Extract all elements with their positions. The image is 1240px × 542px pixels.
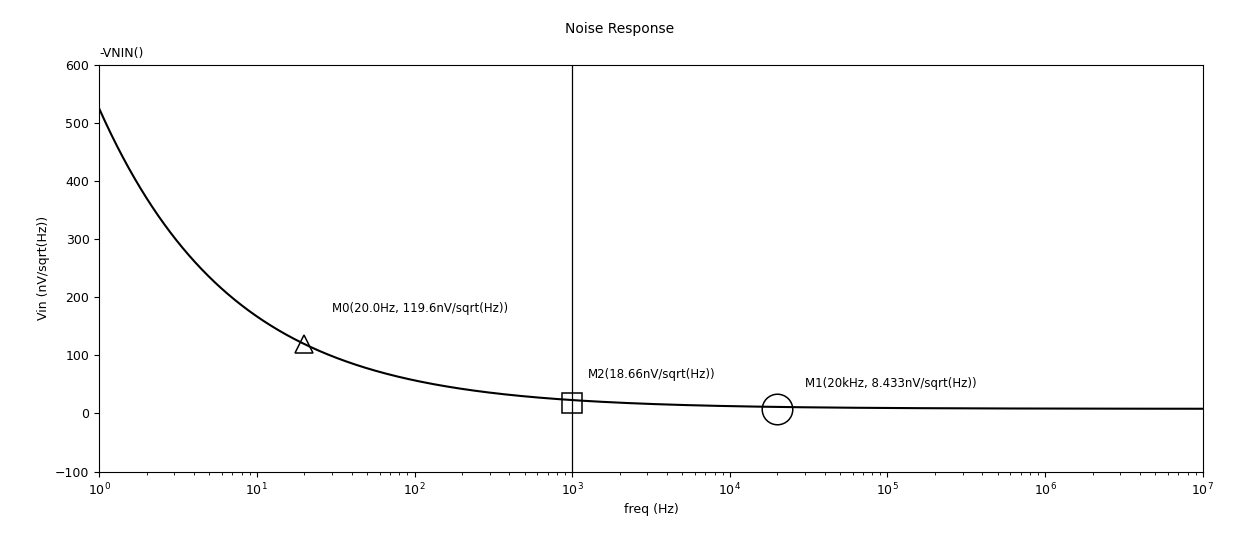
X-axis label: freq (Hz): freq (Hz) [624,504,678,517]
Text: M1(20kHz, 8.433nV/sqrt(Hz)): M1(20kHz, 8.433nV/sqrt(Hz)) [805,377,977,390]
Y-axis label: Vin (nV/sqrt(Hz)): Vin (nV/sqrt(Hz)) [36,216,50,320]
Text: Noise Response: Noise Response [565,22,675,36]
Text: M0(20.0Hz, 119.6nV/sqrt(Hz)): M0(20.0Hz, 119.6nV/sqrt(Hz)) [332,302,508,315]
Text: M2(18.66nV/sqrt(Hz)): M2(18.66nV/sqrt(Hz)) [588,368,715,381]
Text: -VNIN(): -VNIN() [99,47,144,60]
